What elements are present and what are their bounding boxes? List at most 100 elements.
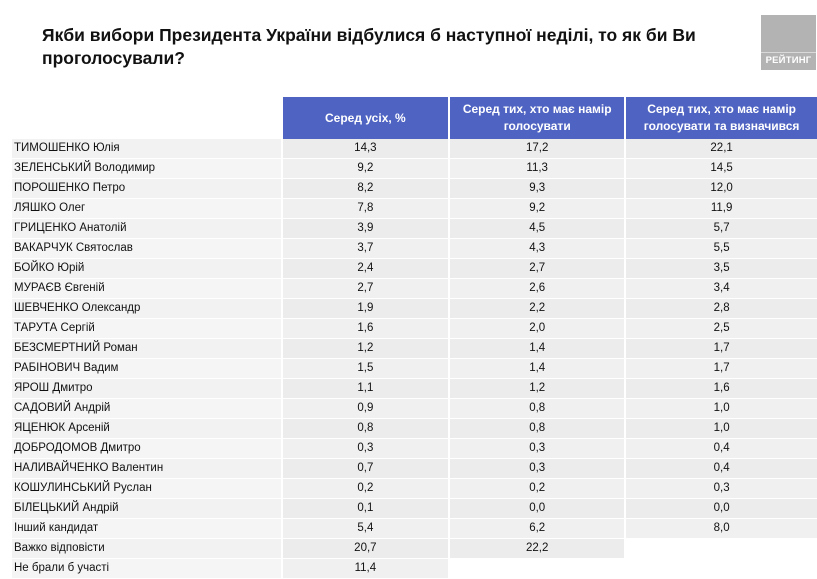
- value-intend-to-vote: 0,8: [448, 418, 626, 439]
- value-intend-and-decided: 1,6: [624, 378, 817, 399]
- value-intend-to-vote: 2,6: [448, 278, 626, 299]
- candidate-name: Не брали б участі: [12, 558, 282, 579]
- header-all-respondents: Серед усіх, %: [280, 97, 450, 139]
- value-intend-and-decided: 0,4: [624, 438, 817, 459]
- value-intend-to-vote: 4,3: [448, 238, 626, 259]
- value-all-respondents: 1,9: [280, 298, 450, 319]
- value-intend-and-decided: 1,7: [624, 358, 817, 379]
- candidate-name: ШЕВЧЕНКО Олександр: [12, 298, 282, 319]
- value-all-respondents: 1,2: [280, 338, 450, 359]
- table-row: САДОВИЙ Андрій 0,9 0,8 1,0: [12, 398, 817, 419]
- value-all-respondents: 0,1: [280, 498, 450, 519]
- value-intend-and-decided: 0,0: [624, 498, 817, 519]
- table-row: ЯЦЕНЮК Арсеній 0,8 0,8 1,0: [12, 418, 817, 439]
- table-header-row: Серед усіх, % Серед тих, хто має намір г…: [12, 97, 817, 139]
- value-intend-to-vote: 4,5: [448, 218, 626, 239]
- candidate-name: ТИМОШЕНКО Юлія: [12, 139, 282, 159]
- value-intend-and-decided: 14,5: [624, 158, 817, 179]
- logo-divider: [761, 52, 816, 53]
- value-intend-to-vote: 2,7: [448, 258, 626, 279]
- table-row: ЗЕЛЕНСЬКИЙ Володимир 9,2 11,3 14,5: [12, 158, 817, 179]
- table-row: Не брали б участі 11,4: [12, 558, 817, 579]
- header-blank-cell: [12, 97, 282, 139]
- table-row: Важко відповісти 20,7 22,2: [12, 538, 817, 559]
- value-intend-to-vote: 17,2: [448, 139, 626, 159]
- value-intend-and-decided: 8,0: [624, 518, 817, 539]
- value-all-respondents: 0,7: [280, 458, 450, 479]
- value-all-respondents: 0,2: [280, 478, 450, 499]
- table-row: ТАРУТА Сергій 1,6 2,0 2,5: [12, 318, 817, 339]
- table-row: РАБІНОВИЧ Вадим 1,5 1,4 1,7: [12, 358, 817, 379]
- header-intend-and-decided: Серед тих, хто має намір голосувати та в…: [624, 97, 817, 139]
- value-all-respondents: 8,2: [280, 178, 450, 199]
- value-intend-and-decided: 2,8: [624, 298, 817, 319]
- value-intend-and-decided: 12,0: [624, 178, 817, 199]
- value-intend-to-vote: 2,0: [448, 318, 626, 339]
- value-all-respondents: 20,7: [280, 538, 450, 559]
- candidate-name: ДОБРОДОМОВ Дмитро: [12, 438, 282, 459]
- table-row: ЯРОШ Дмитро 1,1 1,2 1,6: [12, 378, 817, 399]
- value-intend-to-vote: 9,3: [448, 178, 626, 199]
- value-intend-and-decided: 11,9: [624, 198, 817, 219]
- value-all-respondents: 14,3: [280, 139, 450, 159]
- value-all-respondents: 1,5: [280, 358, 450, 379]
- empty-cell: [448, 558, 626, 579]
- value-intend-to-vote: 1,4: [448, 358, 626, 379]
- candidate-name: ЛЯШКО Олег: [12, 198, 282, 219]
- empty-cell: [624, 558, 817, 579]
- value-intend-to-vote: 1,2: [448, 378, 626, 399]
- value-all-respondents: 2,4: [280, 258, 450, 279]
- table-row: КОШУЛИНСЬКИЙ Руслан 0,2 0,2 0,3: [12, 478, 817, 499]
- value-all-respondents: 9,2: [280, 158, 450, 179]
- table-row: БЕЗСМЕРТНИЙ Роман 1,2 1,4 1,7: [12, 338, 817, 359]
- candidate-name: БЕЗСМЕРТНИЙ Роман: [12, 338, 282, 359]
- candidate-name: БІЛЕЦЬКИЙ Андрій: [12, 498, 282, 519]
- value-intend-to-vote: 0,0: [448, 498, 626, 519]
- value-all-respondents: 2,7: [280, 278, 450, 299]
- value-intend-to-vote: 9,2: [448, 198, 626, 219]
- candidate-name: ПОРОШЕНКО Петро: [12, 178, 282, 199]
- value-intend-and-decided: 1,7: [624, 338, 817, 359]
- table-row: ШЕВЧЕНКО Олександр 1,9 2,2 2,8: [12, 298, 817, 319]
- value-intend-to-vote: 6,2: [448, 518, 626, 539]
- value-intend-to-vote: 2,2: [448, 298, 626, 319]
- table-row: ТИМОШЕНКО Юлія 14,3 17,2 22,1: [12, 139, 817, 159]
- value-all-respondents: 1,6: [280, 318, 450, 339]
- value-intend-and-decided: 5,7: [624, 218, 817, 239]
- table-row: ПОРОШЕНКО Петро 8,2 9,3 12,0: [12, 178, 817, 199]
- candidate-name: ЗЕЛЕНСЬКИЙ Володимир: [12, 158, 282, 179]
- poll-results-table: Серед усіх, % Серед тих, хто має намір г…: [12, 97, 817, 579]
- candidate-name: Важко відповісти: [12, 538, 282, 559]
- value-intend-to-vote: 0,2: [448, 478, 626, 499]
- candidate-name: БОЙКО Юрій: [12, 258, 282, 279]
- candidate-name: ГРИЦЕНКО Анатолій: [12, 218, 282, 239]
- rating-logo: РЕЙТИНГ: [761, 15, 816, 70]
- candidate-name: МУРАЄВ Євгеній: [12, 278, 282, 299]
- value-all-respondents: 5,4: [280, 518, 450, 539]
- table-row: НАЛИВАЙЧЕНКО Валентин 0,7 0,3 0,4: [12, 458, 817, 479]
- value-intend-to-vote: 1,4: [448, 338, 626, 359]
- value-intend-to-vote: 22,2: [448, 538, 626, 559]
- logo-text: РЕЙТИНГ: [765, 55, 812, 66]
- table-row: Інший кандидат 5,4 6,2 8,0: [12, 518, 817, 539]
- value-intend-and-decided: 5,5: [624, 238, 817, 259]
- value-all-respondents: 0,8: [280, 418, 450, 439]
- value-intend-and-decided: 1,0: [624, 418, 817, 439]
- candidate-name: Інший кандидат: [12, 518, 282, 539]
- value-intend-and-decided: 3,4: [624, 278, 817, 299]
- candidate-name: РАБІНОВИЧ Вадим: [12, 358, 282, 379]
- value-all-respondents: 11,4: [280, 558, 450, 579]
- table-row: БІЛЕЦЬКИЙ Андрій 0,1 0,0 0,0: [12, 498, 817, 519]
- table-row: ЛЯШКО Олег 7,8 9,2 11,9: [12, 198, 817, 219]
- value-intend-and-decided: 0,4: [624, 458, 817, 479]
- table-row: ГРИЦЕНКО Анатолій 3,9 4,5 5,7: [12, 218, 817, 239]
- value-intend-to-vote: 0,3: [448, 458, 626, 479]
- empty-cell: [624, 538, 817, 559]
- value-intend-and-decided: 22,1: [624, 139, 817, 159]
- value-all-respondents: 0,3: [280, 438, 450, 459]
- table-row: БОЙКО Юрій 2,4 2,7 3,5: [12, 258, 817, 279]
- value-intend-to-vote: 11,3: [448, 158, 626, 179]
- candidate-name: КОШУЛИНСЬКИЙ Руслан: [12, 478, 282, 499]
- value-all-respondents: 3,7: [280, 238, 450, 259]
- value-intend-to-vote: 0,8: [448, 398, 626, 419]
